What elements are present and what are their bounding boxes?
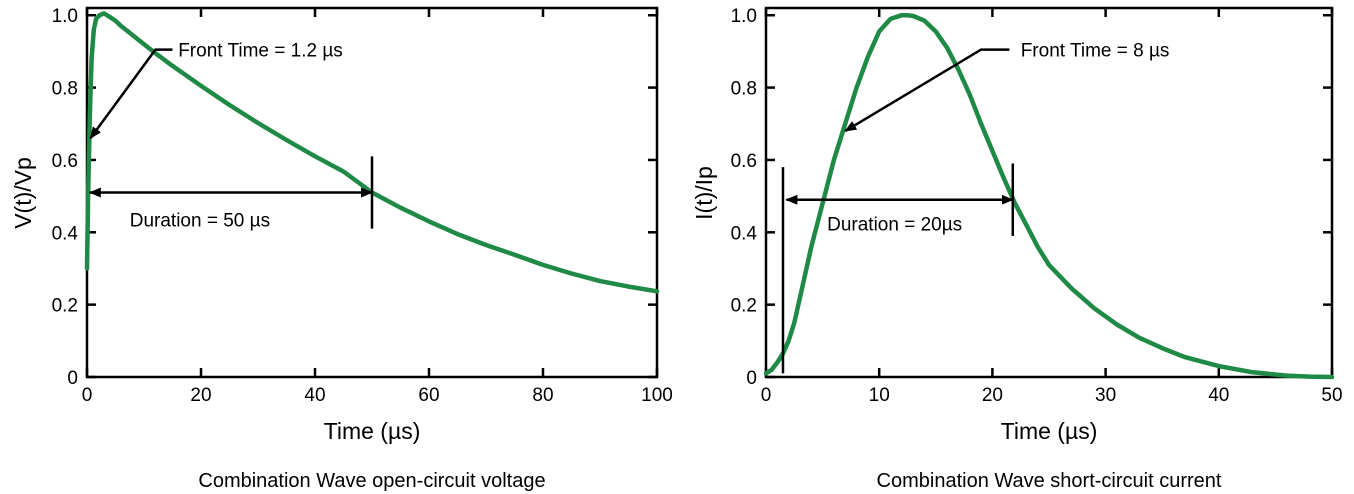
front-time-label: Front Time = 8 µs [1021, 41, 1170, 62]
current-curve [763, 12, 1335, 380]
x-tick-label: 40 [1208, 385, 1229, 406]
front-time-arrow [89, 48, 173, 140]
y-axis-title: V(t)/Vp [10, 157, 36, 229]
y-tick-label: 0.8 [731, 79, 757, 100]
duration-label: Duration = 20µs [827, 214, 962, 235]
x-tick-label: 0 [82, 385, 93, 406]
y-tick-label: 0 [746, 368, 757, 389]
voltage-curve [84, 11, 660, 294]
front-time-label: Front Time = 1.2 µs [178, 41, 343, 62]
x-ticks: 0 20 40 60 80 100 [82, 8, 673, 406]
x-tick-label: 50 [1321, 385, 1342, 406]
y-axis-title: I(t)/Ip [691, 166, 717, 220]
x-tick-label: 20 [982, 385, 1003, 406]
x-axis-title: Time (µs) [1001, 418, 1098, 444]
y-tick-label: 0.4 [731, 223, 758, 244]
x-tick-label: 100 [641, 385, 673, 406]
y-tick-label: 0.4 [52, 223, 79, 244]
x-tick-label: 20 [190, 385, 211, 406]
x-axis-title: Time (µs) [324, 418, 421, 444]
y-tick-label: 0.6 [52, 151, 78, 172]
annotations: Front Time = 1.2 µs Duration = 50 µs [88, 41, 374, 232]
y-tick-label: 1.0 [52, 6, 78, 27]
y-tick-label: 0 [67, 368, 78, 389]
chart-caption: Combination Wave open-circuit voltage [198, 470, 545, 492]
x-tick-label: 30 [1095, 385, 1116, 406]
front-time-arrow [844, 48, 1010, 133]
y-tick-label: 0.2 [731, 296, 757, 317]
x-tick-label: 10 [869, 385, 890, 406]
y-tick-label: 0.6 [731, 151, 757, 172]
y-tick-label: 0.8 [52, 79, 78, 100]
x-ticks: 0 10 20 30 40 50 [761, 8, 1343, 406]
x-tick-label: 80 [532, 385, 553, 406]
annotations: Front Time = 8 µs Duration = 20µs [781, 41, 1170, 374]
y-ticks: 0 0.2 0.4 0.6 0.8 1.0 [52, 6, 657, 389]
y-tick-label: 0.2 [52, 296, 78, 317]
plot-frame [764, 6, 1334, 379]
x-tick-label: 0 [761, 385, 772, 406]
duration-label: Duration = 50 µs [130, 211, 270, 232]
x-tick-label: 60 [418, 385, 439, 406]
voltage-chart: 0 0.2 0.4 0.6 0.8 1.0 0 20 40 60 80 100 Front Time… [10, 6, 673, 492]
y-tick-label: 1.0 [731, 6, 757, 27]
current-chart: 0 0.2 0.4 0.6 0.8 1.0 0 10 20 30 40 50 Front Time … [691, 6, 1343, 492]
x-tick-label: 40 [304, 385, 325, 406]
y-ticks: 0 0.2 0.4 0.6 0.8 1.0 [731, 6, 1332, 389]
chart-caption: Combination Wave short-circuit current [877, 470, 1222, 492]
